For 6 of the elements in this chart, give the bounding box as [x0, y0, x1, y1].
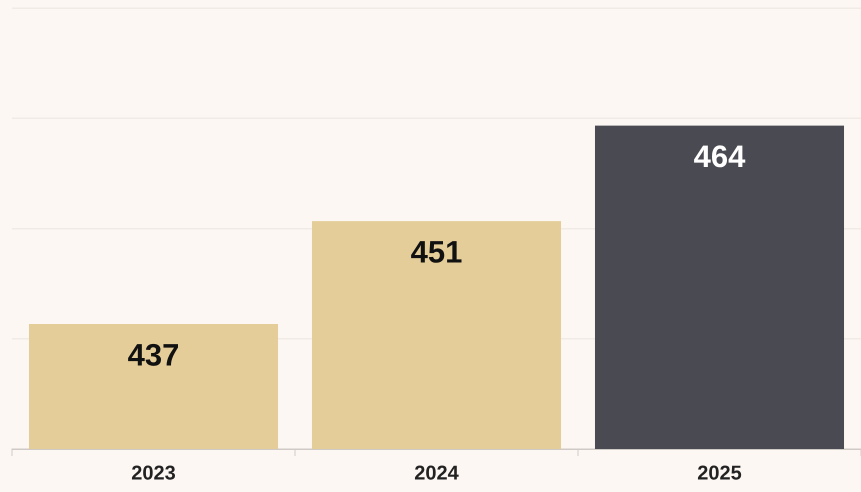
x-tick-label: 2024 — [414, 462, 460, 485]
x-tick-label: 2025 — [697, 462, 742, 485]
x-tick-label: 2023 — [131, 462, 176, 485]
data-label: 464 — [694, 139, 746, 174]
data-label: 451 — [410, 234, 462, 270]
data-label: 437 — [128, 338, 180, 373]
